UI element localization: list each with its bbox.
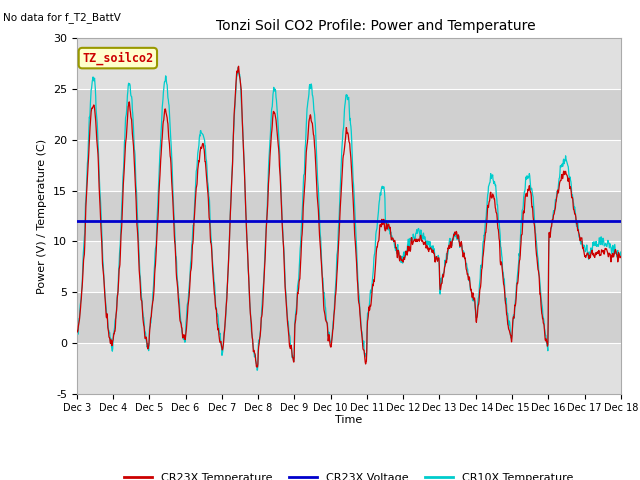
X-axis label: Time: Time (335, 415, 362, 425)
Bar (77, 140, 621, 191)
Legend: CR23X Temperature, CR23X Voltage, CR10X Temperature: CR23X Temperature, CR23X Voltage, CR10X … (120, 468, 578, 480)
Text: No data for f_T2_BattV: No data for f_T2_BattV (3, 12, 121, 23)
Bar (77, 292, 621, 343)
Bar (77, 241, 621, 292)
Bar (77, 38, 621, 89)
Title: Tonzi Soil CO2 Profile: Power and Temperature: Tonzi Soil CO2 Profile: Power and Temper… (216, 19, 536, 33)
Text: TZ_soilco2: TZ_soilco2 (82, 51, 154, 65)
Bar (77, 343, 621, 394)
Bar (77, 191, 621, 241)
Y-axis label: Power (V) / Temperature (C): Power (V) / Temperature (C) (37, 138, 47, 294)
Bar (77, 89, 621, 140)
